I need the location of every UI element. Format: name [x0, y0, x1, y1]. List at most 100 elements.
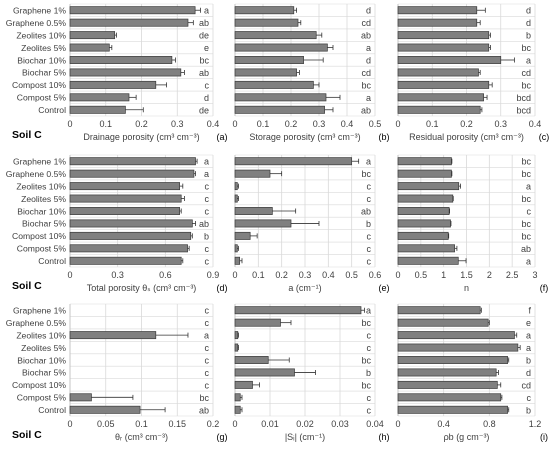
panel-a-significance-letter: de	[199, 105, 209, 115]
panel-h-bar	[234, 380, 253, 389]
panel-a-tick-label: 0.3	[171, 119, 184, 129]
panel-f-tick-label: 0.5	[415, 270, 428, 280]
treatment-label: Graphene 1%	[13, 306, 66, 316]
panel-h-tick-label: 0.02	[296, 419, 314, 429]
panel-i-bar	[397, 306, 481, 315]
panel-i-tick-label: 0.4	[437, 419, 450, 429]
panel-d-significance-letter: b	[204, 231, 209, 241]
panel-f-bar	[397, 219, 451, 228]
treatment-label: Graphene 1%	[13, 157, 66, 167]
panel-h-bar	[234, 393, 241, 402]
panel-h-bar	[234, 331, 239, 340]
treatment-label: Compost 10%	[12, 80, 66, 90]
panel-f-tick-label: 3	[532, 270, 537, 280]
panel-c-bar	[397, 56, 502, 64]
panel-g-significance-letter: c	[205, 306, 210, 316]
panel-a-significance-letter: ab	[199, 68, 209, 78]
panel-i-significance-letter: f	[528, 306, 531, 316]
treatment-label: Zeolites 5%	[21, 43, 66, 53]
panel-i-x-axis-label: ρb (g cm⁻³)	[444, 432, 490, 442]
panel-h-panel-tag: (h)	[379, 432, 390, 442]
panel-h-significance-letter: b	[366, 368, 371, 378]
panel-e-tick-label: 0.2	[275, 270, 288, 280]
panel-b-bar	[234, 31, 317, 40]
panel-d-x-axis-label: Total porosity θₛ (cm³ cm⁻³)	[87, 283, 197, 293]
soil-row-label: Soil C	[12, 280, 42, 292]
panel-g-tick-label: 0.2	[207, 419, 220, 429]
panel-g-bar	[69, 393, 92, 402]
panel-f-bar	[397, 157, 452, 166]
panel-i-tick-label: 0.8	[483, 419, 496, 429]
panel-i-significance-letter: a	[526, 343, 531, 353]
panel-i-panel-tag: (i)	[540, 432, 548, 442]
panel-e-tick-label: 0	[232, 270, 237, 280]
panel-f-tick-label: 0	[395, 270, 400, 280]
treatment-label: Control	[38, 256, 66, 266]
treatment-label: Zeolites 5%	[21, 194, 66, 204]
panel-i-significance-letter: b	[526, 356, 531, 366]
panel-d-bar	[69, 207, 180, 215]
panel-i-tick-label: 0	[395, 419, 400, 429]
panel-e-bar	[234, 169, 271, 178]
panel-c-tick-label: 0.2	[460, 119, 473, 129]
panel-f-tick-label: 1	[441, 270, 446, 280]
panel-g-tick-label: 0	[67, 419, 72, 429]
panel-a-bar	[69, 31, 116, 40]
panel-c-bar	[397, 93, 484, 102]
soil-row-label: Soil C	[12, 429, 42, 441]
treatment-label: Compost 5%	[17, 93, 67, 103]
panel-i-bar	[397, 405, 508, 414]
panel-a-bar	[69, 93, 130, 102]
panel-c-x-axis-label: Residual porosity (cm³ cm⁻³)	[409, 132, 524, 142]
panel-a-bar	[69, 6, 196, 15]
treatment-label: Biochar 10%	[17, 55, 66, 65]
panel-g-tick-label: 0.1	[135, 419, 148, 429]
panel-a-bar	[69, 43, 110, 52]
panel-d-tick-label: 0	[67, 270, 72, 280]
panel-a-significance-letter: e	[204, 43, 209, 53]
panel-b-significance-letter: bc	[361, 80, 371, 90]
panel-d-significance-letter: ab	[199, 219, 209, 229]
panel-b-significance-letter: ab	[361, 31, 371, 41]
treatment-label: Biochar 5%	[22, 68, 66, 78]
panel-c-significance-letter: bc	[521, 80, 531, 90]
panel-f-panel-tag: (f)	[540, 283, 549, 293]
panel-b-bar	[234, 43, 328, 52]
panel-h-bar	[234, 368, 295, 377]
panel-f-bar	[397, 256, 459, 265]
panel-h-tick-label: 0.01	[261, 419, 279, 429]
panel-h-bar	[234, 343, 239, 352]
panel-e-tick-label: 0.5	[345, 270, 358, 280]
panel-b-tick-label: 0.5	[369, 119, 382, 129]
panel-f-significance-letter: bc	[521, 219, 531, 229]
panel-f-bar	[397, 207, 450, 215]
panel-d-tick-label: 0.6	[159, 270, 172, 280]
treatment-label: Compost 10%	[12, 231, 66, 241]
panel-a-significance-letter: a	[204, 6, 209, 16]
panel-e-x-axis-label: a (cm⁻¹)	[288, 283, 321, 293]
panel-h-significance-letter: c	[367, 331, 372, 341]
panel-a-significance-letter: de	[199, 31, 209, 41]
panel-f-bar	[397, 169, 452, 178]
panel-e-significance-letter: b	[366, 219, 371, 229]
panel-g-bar	[69, 331, 157, 340]
panel-b-bar	[234, 56, 304, 64]
panel-c-significance-letter: cd	[521, 68, 531, 78]
panel-e-significance-letter: a	[366, 157, 371, 167]
panel-b-bar	[234, 93, 327, 102]
panel-e-bar	[234, 207, 273, 215]
treatment-label: Graphene 0.5%	[6, 169, 67, 179]
panel-e-tick-label: 0.1	[252, 270, 265, 280]
panel-e-tick-label: 0.4	[322, 270, 335, 280]
panel-f-significance-letter: a	[526, 182, 531, 192]
panel-d-significance-letter: a	[204, 157, 209, 167]
panel-d-bar	[69, 256, 182, 265]
panel-i-bar	[397, 331, 515, 340]
panel-g-significance-letter: c	[205, 368, 210, 378]
panel-b-bar	[234, 80, 314, 89]
panel-a-tick-label: 0.4	[207, 119, 220, 129]
treatment-label: Zeolites 10%	[16, 30, 66, 40]
panel-h-bar	[234, 306, 362, 315]
panel-d-tick-label: 0.9	[207, 270, 220, 280]
